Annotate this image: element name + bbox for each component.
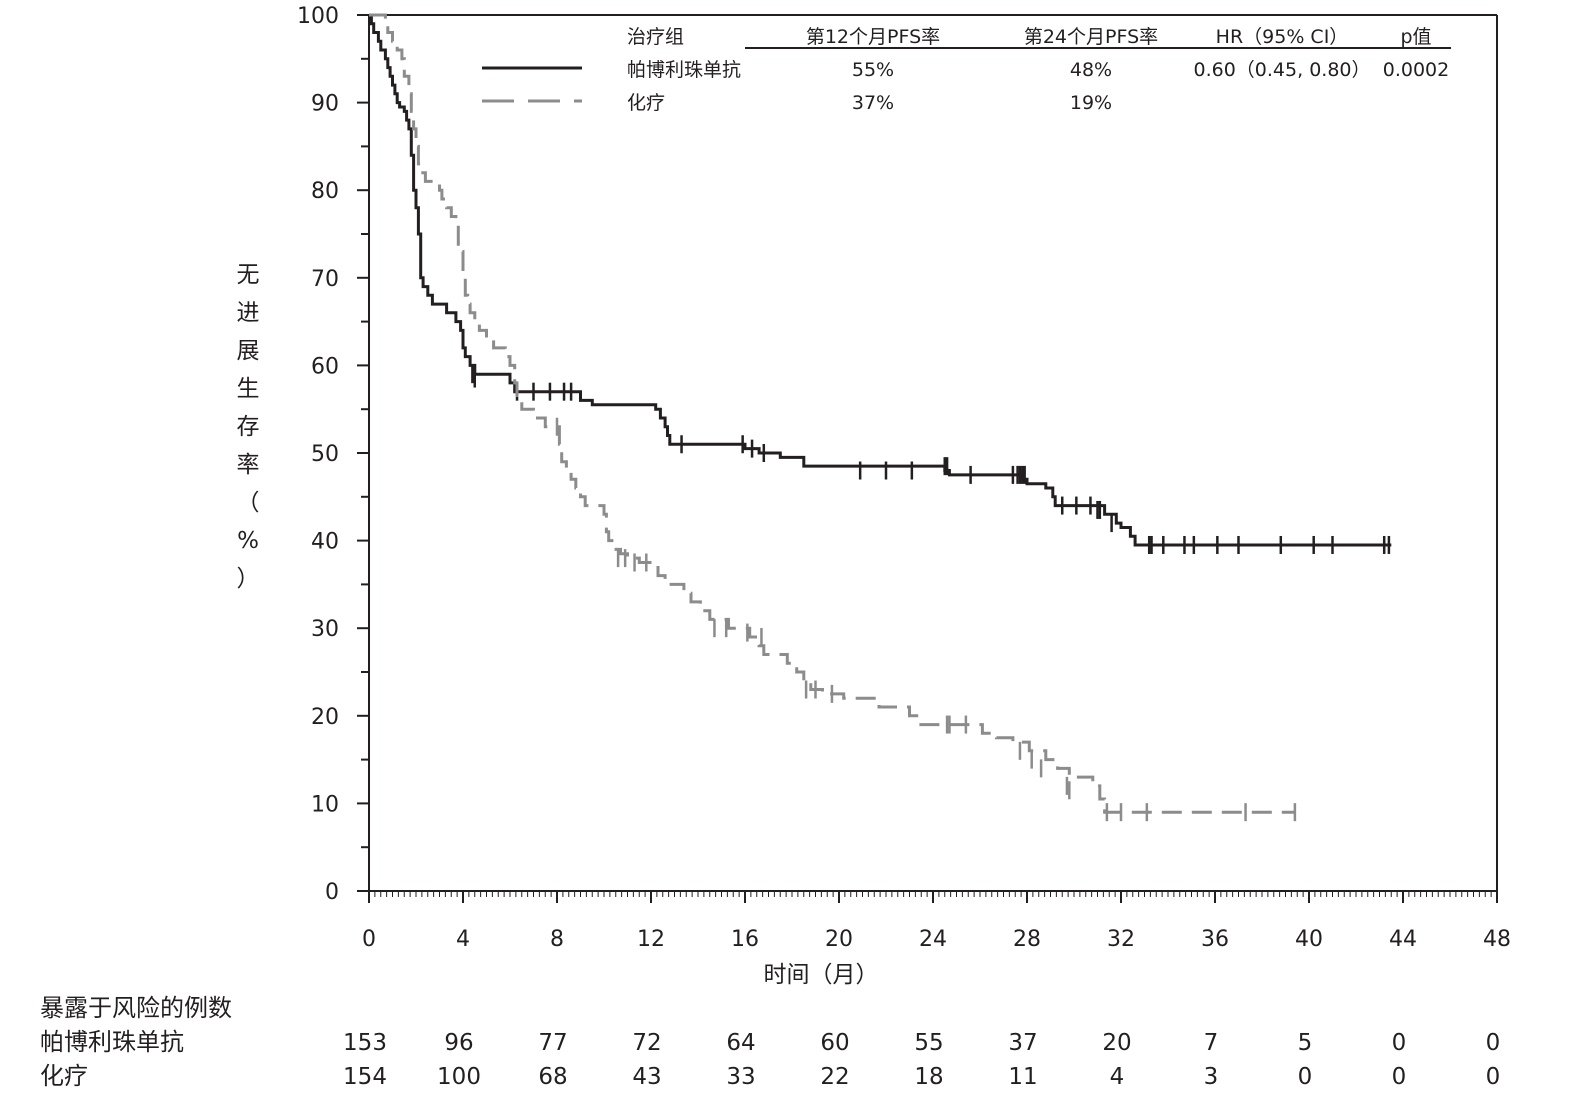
legend-cell: 19% [1070, 92, 1112, 114]
x-tick-label: 32 [1107, 927, 1135, 952]
legend-header: 第24个月PFS率 [1024, 26, 1158, 48]
risk-count: 11 [1008, 1064, 1037, 1090]
x-tick-label: 44 [1389, 927, 1417, 952]
risk-count: 72 [632, 1030, 661, 1056]
risk-count: 18 [914, 1064, 943, 1090]
y-tick-label: 70 [311, 267, 339, 292]
risk-count: 7 [1204, 1030, 1219, 1056]
risk-count: 153 [343, 1030, 387, 1056]
risk-count: 37 [1008, 1030, 1037, 1056]
risk-count: 0 [1392, 1064, 1407, 1090]
y-tick-label: 40 [311, 530, 339, 555]
legend-header: HR（95% CI） [1216, 26, 1349, 48]
x-tick-label: 48 [1483, 927, 1511, 952]
risk-count: 60 [820, 1030, 849, 1056]
risk-count: 55 [914, 1030, 943, 1056]
x-tick-label: 0 [362, 927, 376, 952]
x-tick-label: 20 [825, 927, 853, 952]
risk-count: 0 [1392, 1030, 1407, 1056]
risk-table-title: 暴露于风险的例数 [40, 994, 232, 1022]
risk-count: 4 [1110, 1064, 1125, 1090]
risk-count: 96 [444, 1030, 473, 1056]
y-tick-label: 20 [311, 705, 339, 730]
y-tick-label: 10 [311, 792, 339, 817]
y-tick-label: 50 [311, 442, 339, 467]
legend-cell: 化疗 [627, 92, 665, 114]
risk-count: 0 [1486, 1030, 1501, 1056]
x-tick-label: 12 [637, 927, 665, 952]
y-tick-label: 80 [311, 179, 339, 204]
x-tick-label: 4 [456, 927, 470, 952]
legend-cell: 55% [852, 59, 894, 81]
legend-header: p值 [1400, 26, 1431, 48]
x-tick-label: 36 [1201, 927, 1229, 952]
legend-header: 第12个月PFS率 [806, 26, 940, 48]
legend-cell: 0.0002 [1383, 59, 1449, 81]
risk-count: 0 [1298, 1064, 1313, 1090]
survival-curves [369, 13, 1392, 822]
legend-cell: 帕博利珠单抗 [627, 59, 741, 81]
x-tick-label: 28 [1013, 927, 1041, 952]
x-tick-label: 24 [919, 927, 947, 952]
risk-count: 43 [632, 1064, 661, 1090]
risk-count: 33 [726, 1064, 755, 1090]
risk-count: 22 [820, 1064, 849, 1090]
risk-count: 3 [1204, 1064, 1219, 1090]
x-tick-label: 16 [731, 927, 759, 952]
x-tick-label: 40 [1295, 927, 1323, 952]
y-tick-label: 90 [311, 92, 339, 117]
y-tick-label: 100 [297, 4, 339, 29]
y-tick-label: 60 [311, 354, 339, 379]
y-tick-label: 0 [325, 880, 339, 905]
risk-count: 77 [538, 1030, 567, 1056]
risk-count: 68 [538, 1064, 567, 1090]
risk-row-label: 帕博利珠单抗 [40, 1028, 184, 1056]
legend-header: 治疗组 [627, 26, 684, 48]
legend-cell: 37% [852, 92, 894, 114]
x-tick-label: 8 [550, 927, 564, 952]
y-axis-title: 无进展生存率（%） [237, 262, 260, 592]
risk-count: 20 [1102, 1030, 1131, 1056]
risk-count: 100 [437, 1064, 481, 1090]
y-tick-label: 30 [311, 617, 339, 642]
legend-cell: 48% [1070, 59, 1112, 81]
curve-series-1 [369, 13, 1295, 814]
risk-count: 64 [726, 1030, 755, 1056]
risk-row-label: 化疗 [40, 1062, 88, 1090]
risk-count: 154 [343, 1064, 387, 1090]
x-axis-title: 时间（月） [764, 962, 879, 988]
risk-count: 5 [1298, 1030, 1313, 1056]
risk-count: 0 [1486, 1064, 1501, 1090]
legend-cell: 0.60（0.45, 0.80） [1194, 59, 1371, 81]
